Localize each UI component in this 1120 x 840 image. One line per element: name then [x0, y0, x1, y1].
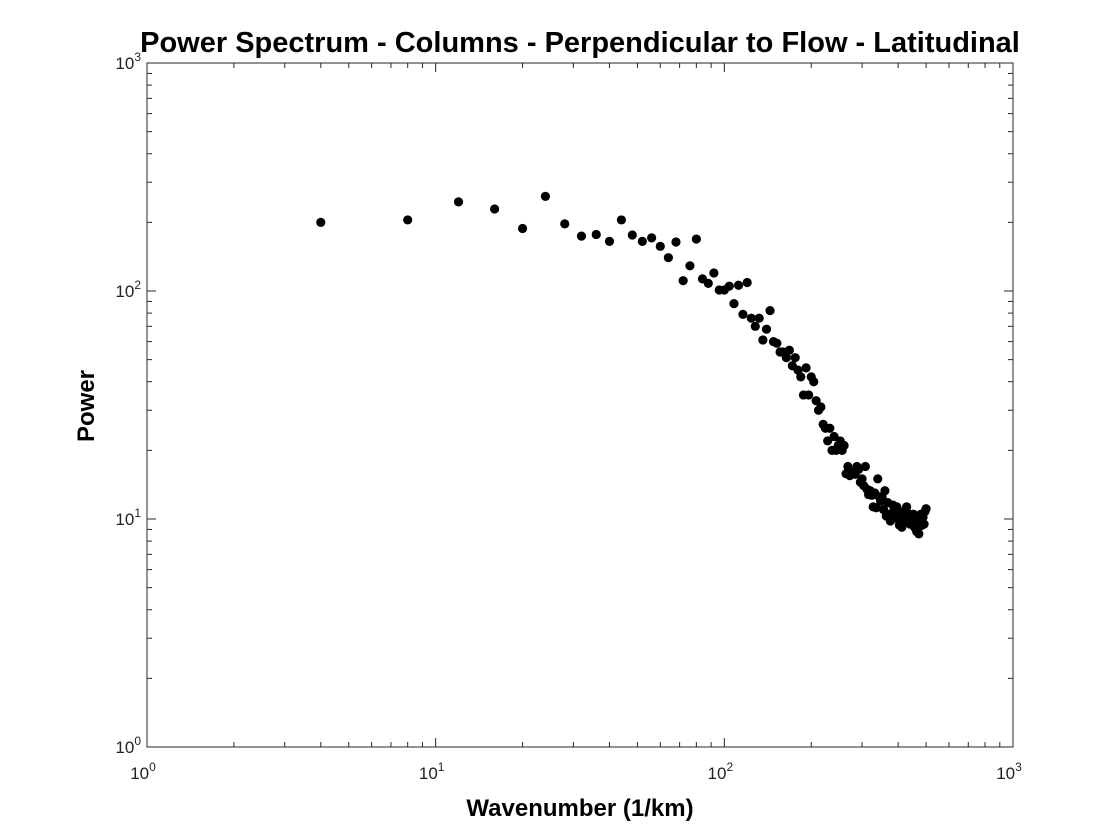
data-point — [880, 486, 890, 496]
data-point — [403, 215, 413, 225]
data-point — [823, 436, 833, 446]
data-point — [591, 229, 601, 240]
data-point — [921, 504, 931, 514]
data-point — [560, 219, 570, 229]
y-tick-label: 103 — [115, 50, 141, 73]
data-point — [733, 280, 744, 290]
y-tick-label: 100 — [115, 734, 141, 757]
data-point — [796, 372, 806, 382]
tick-exponent: 2 — [134, 278, 141, 292]
data-point — [790, 353, 800, 363]
tick-exponent: 3 — [1015, 760, 1022, 774]
data-point — [647, 233, 657, 243]
data-point — [892, 502, 902, 512]
tick-exponent: 3 — [134, 50, 141, 64]
tick-base: 10 — [419, 764, 438, 783]
data-point — [703, 278, 713, 288]
x-tick-label: 100 — [130, 760, 156, 783]
y-tick-label: 102 — [115, 278, 141, 301]
data-point — [663, 253, 673, 263]
data-point — [919, 519, 929, 529]
data-point — [453, 197, 464, 207]
data-point — [738, 309, 748, 319]
data-point — [839, 440, 849, 451]
data-point — [873, 474, 883, 484]
data-point — [887, 514, 897, 524]
data-point — [801, 363, 811, 373]
data-point — [772, 338, 782, 348]
data-point — [804, 390, 814, 400]
tick-base: 10 — [115, 510, 134, 529]
data-point — [809, 377, 819, 387]
y-tick-label: 101 — [115, 506, 141, 529]
tick-exponent: 0 — [134, 734, 141, 748]
data-point — [678, 276, 688, 286]
data-point — [750, 321, 760, 331]
tick-exponent: 0 — [149, 760, 156, 774]
data-point — [860, 461, 870, 472]
data-point — [914, 529, 924, 539]
tick-base: 10 — [130, 764, 149, 783]
data-point — [871, 503, 881, 513]
x-tick-labels: 100 101 102 103 — [130, 760, 1022, 783]
data-point — [825, 423, 835, 433]
data-point — [691, 234, 701, 244]
tick-base: 10 — [996, 764, 1015, 783]
data-point — [671, 237, 681, 247]
y-axis-label: Power — [73, 370, 100, 442]
tick-base: 10 — [708, 764, 727, 783]
major-ticks — [146, 62, 1014, 748]
data-point — [781, 353, 791, 363]
data-point — [616, 215, 627, 225]
tick-base: 10 — [115, 738, 134, 757]
data-point — [758, 335, 768, 345]
tick-base: 10 — [115, 282, 134, 301]
data-point — [784, 345, 794, 355]
data-point — [576, 231, 587, 241]
x-tick-label: 103 — [996, 760, 1022, 783]
data-point — [709, 268, 719, 278]
x-tick-label: 102 — [708, 760, 734, 783]
data-point — [816, 402, 826, 412]
axes-box — [146, 62, 1014, 748]
data-point — [604, 236, 615, 247]
plot-area — [146, 62, 1014, 748]
data-point — [655, 241, 665, 251]
tick-base: 10 — [115, 54, 134, 73]
data-point — [637, 236, 647, 247]
data-point — [489, 204, 500, 214]
data-point — [729, 299, 739, 309]
data-points — [316, 191, 931, 539]
data-point — [517, 223, 528, 234]
data-point — [765, 306, 775, 316]
data-point — [627, 230, 637, 240]
tick-exponent: 2 — [726, 760, 733, 774]
data-point — [724, 281, 734, 291]
minor-ticks — [147, 63, 1013, 747]
chart-title: Power Spectrum - Columns - Perpendicular… — [140, 27, 1020, 59]
data-point — [540, 191, 551, 201]
data-point — [685, 261, 695, 271]
tick-exponent: 1 — [438, 760, 445, 774]
data-point — [746, 313, 756, 323]
data-point — [754, 313, 764, 323]
x-axis-label: Wavenumber (1/km) — [466, 795, 693, 822]
data-point — [316, 217, 326, 227]
tick-exponent: 1 — [134, 506, 141, 520]
x-tick-label: 101 — [419, 760, 445, 783]
data-point — [761, 324, 772, 334]
data-point — [742, 277, 752, 288]
